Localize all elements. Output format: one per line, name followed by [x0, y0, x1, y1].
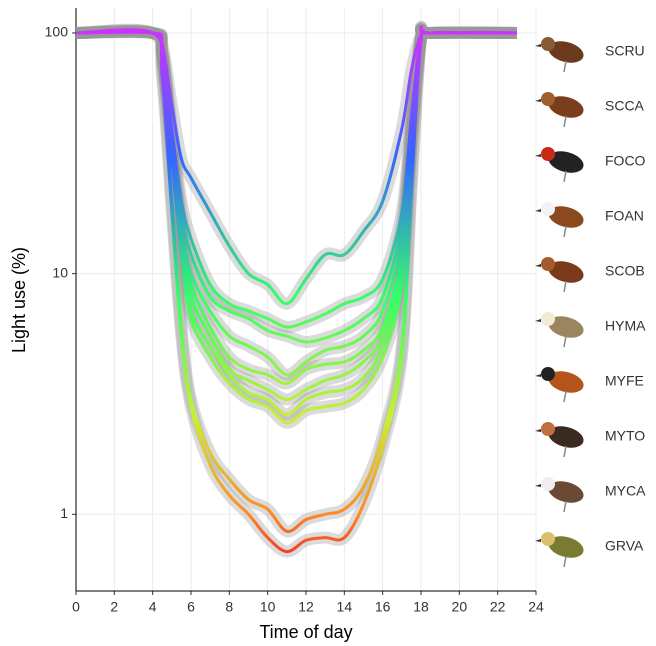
bird-body	[548, 536, 584, 558]
legend-label: FOCO	[605, 153, 646, 169]
y-tick-label: 100	[45, 24, 69, 40]
bird-leg	[563, 335, 567, 348]
x-tick-label: 0	[72, 599, 80, 615]
bird-beak	[535, 209, 541, 212]
x-tick-label: 20	[452, 599, 468, 615]
bird-body	[548, 481, 584, 503]
x-tick-label: 4	[149, 599, 157, 615]
legend-label: MYTO	[605, 428, 645, 444]
legend-label: GRVA	[605, 538, 644, 554]
x-tick-label: 6	[187, 599, 195, 615]
x-axis-label: Time of day	[259, 622, 352, 642]
series-line	[75, 27, 517, 425]
bird-head	[541, 312, 555, 326]
confidence-halo	[75, 21, 517, 538]
bird-leg	[563, 225, 567, 238]
x-tick-label: 14	[337, 599, 353, 615]
bird-leg	[563, 390, 567, 403]
x-tick-label: 18	[413, 599, 429, 615]
legend-label: SCRU	[605, 43, 645, 59]
bird-beak	[535, 484, 541, 487]
legend-label: HYMA	[605, 318, 646, 334]
confidence-halo	[75, 25, 517, 310]
bird-beak	[535, 374, 541, 377]
bird-head	[541, 422, 555, 436]
legend-label: SCCA	[605, 98, 645, 114]
bird-body	[548, 426, 584, 448]
legend-label: SCOB	[605, 263, 645, 279]
bird-body	[548, 371, 584, 393]
x-tick-label: 10	[260, 599, 276, 615]
bird-beak	[535, 429, 541, 432]
bird-leg	[563, 555, 567, 568]
legend-entry: MYFE	[535, 367, 644, 403]
bird-head	[541, 532, 555, 546]
x-tick-label: 16	[375, 599, 391, 615]
bird-head	[541, 37, 555, 51]
legend-label: FOAN	[605, 208, 644, 224]
bird-beak	[535, 44, 541, 47]
x-tick-label: 2	[110, 599, 118, 615]
x-tick-label: 12	[298, 599, 314, 615]
bird-beak	[535, 264, 541, 267]
y-axis-label: Light use (%)	[9, 247, 29, 353]
series-line	[75, 25, 517, 554]
bird-head	[541, 202, 555, 216]
bird-body	[548, 206, 584, 228]
bird-body	[548, 41, 584, 63]
x-tick-label: 22	[490, 599, 506, 615]
bird-beak	[535, 154, 541, 157]
y-tick-label: 10	[52, 264, 68, 280]
series-line	[75, 28, 517, 329]
legend-label: MYCA	[605, 483, 646, 499]
x-tick-label: 24	[528, 599, 544, 615]
bird-head	[541, 257, 555, 271]
legend-entry: SCCA	[535, 92, 645, 128]
legend-entry: MYTO	[535, 422, 645, 458]
legend-entry: GRVA	[535, 532, 644, 568]
y-tick-label: 1	[60, 505, 68, 521]
bird-head	[541, 367, 555, 381]
x-tick-label: 8	[225, 599, 233, 615]
legend-entry: FOAN	[535, 202, 644, 238]
bird-body	[548, 151, 584, 173]
bird-beak	[535, 319, 541, 322]
bird-leg	[563, 445, 567, 458]
legend-entry: HYMA	[535, 312, 646, 348]
bird-head	[541, 147, 555, 161]
bird-leg	[563, 60, 567, 73]
legend-entry: MYCA	[535, 477, 646, 513]
bird-leg	[563, 170, 567, 183]
bird-body	[548, 96, 584, 118]
bird-body	[548, 316, 584, 338]
bird-head	[541, 477, 555, 491]
legend-entry: FOCO	[535, 147, 646, 183]
bird-beak	[535, 539, 541, 542]
bird-beak	[535, 99, 541, 102]
bird-leg	[563, 280, 567, 293]
series-line	[75, 27, 517, 416]
legend-entry: SCRU	[535, 37, 645, 73]
series-line	[75, 30, 517, 306]
legend-label: MYFE	[605, 373, 644, 389]
bird-head	[541, 92, 555, 106]
bird-body	[548, 261, 584, 283]
legend-entry: SCOB	[535, 257, 645, 293]
confidence-halo	[75, 22, 517, 421]
confidence-halo	[75, 23, 517, 334]
bird-leg	[563, 500, 567, 513]
bird-leg	[563, 115, 567, 128]
series-line	[75, 25, 517, 533]
